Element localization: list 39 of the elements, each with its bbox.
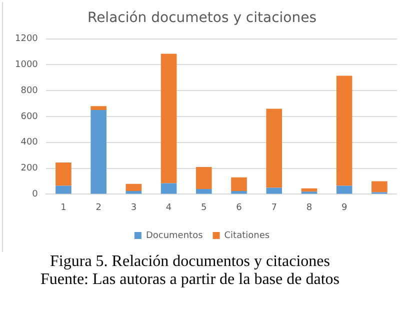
x-tick-label: 2 bbox=[96, 202, 102, 213]
legend-label: Citationes bbox=[224, 230, 270, 241]
bar bbox=[372, 181, 388, 192]
bar bbox=[160, 54, 177, 184]
bar bbox=[196, 167, 212, 190]
source-note: Fuente: Las autoras a partir de la base de datos bbox=[40, 271, 340, 289]
bar bbox=[56, 186, 72, 194]
bar bbox=[336, 186, 352, 194]
x-tick-label: 5 bbox=[201, 202, 207, 213]
x-tick-label: 3 bbox=[130, 202, 137, 213]
bar bbox=[266, 188, 282, 194]
y-tick-label: 1200 bbox=[15, 34, 38, 44]
bar bbox=[266, 108, 282, 188]
bar bbox=[90, 106, 106, 110]
x-tick-label: 7 bbox=[271, 202, 277, 213]
x-tick-label: 1 bbox=[60, 202, 66, 213]
y-tick-label: 600 bbox=[20, 112, 38, 122]
bar bbox=[336, 76, 352, 186]
bar bbox=[160, 183, 177, 194]
bar bbox=[231, 190, 247, 194]
x-tick-label: 6 bbox=[236, 202, 242, 213]
bar bbox=[126, 184, 142, 191]
bar bbox=[90, 110, 106, 194]
bar bbox=[196, 189, 212, 194]
y-tick-label: 800 bbox=[20, 86, 38, 96]
bar bbox=[126, 190, 142, 194]
y-tick-label: 1000 bbox=[15, 60, 38, 70]
bar bbox=[231, 177, 247, 191]
x-tick-label: 9 bbox=[341, 202, 348, 213]
chart-title: Relación documetos y citaciones bbox=[87, 10, 317, 26]
y-tick-label: 0 bbox=[32, 190, 38, 200]
y-tick-label: 400 bbox=[20, 138, 38, 148]
legend-label: Documentos bbox=[146, 230, 204, 241]
bar bbox=[301, 188, 318, 192]
y-tick-label: 200 bbox=[20, 164, 38, 174]
bar bbox=[56, 162, 72, 186]
x-tick-label: 4 bbox=[166, 202, 172, 213]
text: Figura 5. Relación documentos y citaciones bbox=[49, 253, 331, 271]
x-tick-label: 8 bbox=[306, 202, 312, 213]
